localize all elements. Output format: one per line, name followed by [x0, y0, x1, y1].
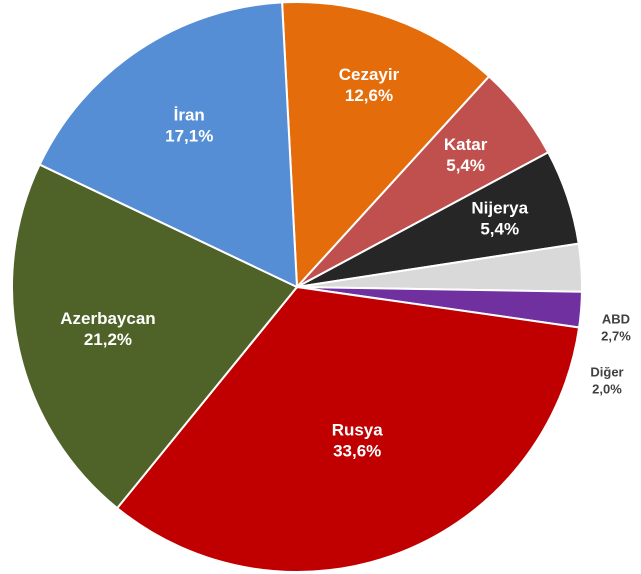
pie-slice-azerbaycan-6 — [11, 163, 299, 510]
slice-label-2: Nijerya — [471, 199, 528, 218]
slice-value-label-7: 17,1% — [165, 126, 213, 145]
slice-value-label-5: 33,6% — [333, 441, 381, 460]
pie-slice-i-ran-7 — [38, 1, 299, 289]
pie-labels: Cezayir 12,6% Katar 5,4% Nijerya 5,4% ABD 2,7% D… — [60, 65, 631, 460]
pie-slice-rusya-5 — [115, 285, 581, 573]
slice-value-label-6: 21,2% — [84, 330, 132, 349]
slice-label-7: İran — [174, 105, 205, 124]
slice-label-3: ABD — [602, 312, 630, 327]
slice-value-label-0: 12,6% — [345, 86, 393, 105]
pie-slice-cezayir-0 — [281, 1, 491, 290]
slice-label-6: Azerbaycan — [60, 309, 155, 328]
slice-label-1: Katar — [444, 135, 488, 154]
slice-label-0: Cezayir — [339, 65, 400, 84]
slice-value-label-1: 5,4% — [446, 156, 485, 175]
slice-label-4: Diğer — [590, 365, 623, 380]
slice-value-label-4: 2,0% — [592, 382, 622, 397]
slice-label-5: Rusya — [332, 420, 384, 439]
slice-value-label-2: 5,4% — [480, 220, 519, 239]
pie-slices — [11, 1, 583, 573]
slice-value-label-3: 2,7% — [601, 329, 631, 344]
